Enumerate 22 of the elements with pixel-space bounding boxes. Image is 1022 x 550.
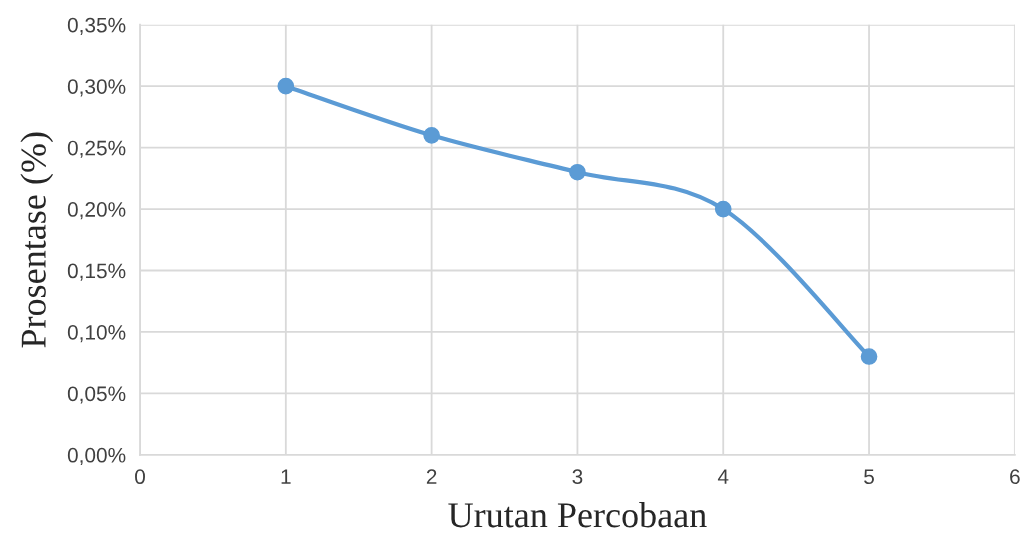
y-tick-label: 0,35% — [67, 17, 126, 35]
y-tick-label: 0,10% — [67, 324, 126, 343]
y-tick-label: 0,05% — [67, 386, 126, 404]
point — [860, 348, 878, 365]
point — [423, 127, 440, 144]
x-tick-label: 3 — [572, 469, 583, 485]
point — [569, 163, 586, 181]
y-tick-label: 0,20% — [67, 202, 126, 220]
y-tick-label: 0,30% — [67, 79, 126, 97]
x-tick-label: 0 — [135, 469, 145, 485]
y-axis-title: Prosentase (%) — [20, 132, 54, 348]
y-tick-label: 0,25% — [67, 140, 126, 158]
point — [277, 77, 295, 95]
point — [714, 200, 732, 218]
x-tick-label: 6 — [1010, 469, 1020, 485]
x-tick-label: 2 — [426, 469, 437, 484]
x-tick-label: 4 — [717, 469, 729, 484]
x-tick-label: 1 — [281, 469, 291, 484]
y-tick-label: 0,00% — [67, 447, 126, 466]
y-tick-label: 0,15% — [67, 263, 126, 281]
x-axis-title: Urutan Percobaan — [448, 502, 707, 528]
x-tick-label: 5 — [864, 469, 874, 485]
